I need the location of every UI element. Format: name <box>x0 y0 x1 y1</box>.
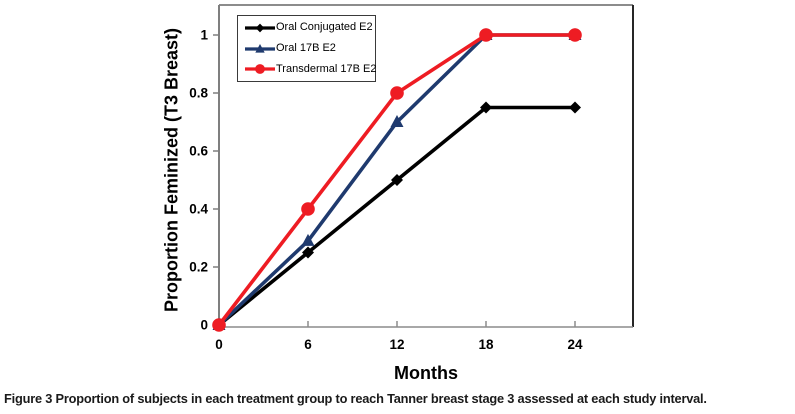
figure-caption: Figure 3 Proportion of subjects in each … <box>4 391 707 406</box>
legend-item-oral-17b-e2: Oral 17B E2 <box>245 40 375 58</box>
legend-item-transdermal-17b-e2: Transdermal 17B E2 <box>245 60 377 78</box>
legend: Oral Conjugated E2 Oral 17B E2 Transderm… <box>237 15 376 82</box>
x-axis-title: Months <box>394 363 458 383</box>
x-tick-label: 18 <box>478 337 494 352</box>
legend-sample-marker <box>255 43 265 53</box>
data-point-marker <box>391 174 403 186</box>
x-tick-label: 6 <box>304 337 312 352</box>
caption-label: Figure 3 <box>4 391 53 406</box>
data-point-marker <box>479 28 493 42</box>
data-point-marker <box>212 318 226 332</box>
y-tick-label: 0.8 <box>189 86 208 101</box>
y-tick-label: 0 <box>200 318 208 333</box>
data-point-marker <box>390 115 404 127</box>
legend-line-circle-icon <box>245 64 275 75</box>
data-point-marker <box>568 28 582 42</box>
legend-label: Oral Conjugated E2 <box>276 21 373 34</box>
legend-line-diamond-icon <box>245 23 275 33</box>
data-point-marker <box>569 101 581 114</box>
y-tick-label: 1 <box>200 28 208 43</box>
legend-line-triangle-icon <box>245 43 275 53</box>
data-point-marker <box>301 233 315 246</box>
caption-text: Proportion of subjects in each treatment… <box>55 391 707 406</box>
x-tick-label: 12 <box>389 337 404 352</box>
line-chart-plot: 0 6 12 18 24 0 0.2 0.4 0.6 0.8 1 <box>189 4 634 352</box>
legend-sample-marker <box>255 64 265 75</box>
data-point-marker <box>302 246 314 259</box>
x-tick-label: 0 <box>215 337 223 352</box>
y-tick-label: 0.6 <box>189 144 208 159</box>
data-point-marker <box>390 86 404 100</box>
legend-label: Transdermal 17B E2 <box>276 62 377 75</box>
legend-label: Oral 17B E2 <box>276 42 336 54</box>
legend-sample-marker <box>255 23 265 33</box>
data-point-marker <box>480 101 492 114</box>
data-point-marker <box>301 202 315 216</box>
legend-item-oral-conjugated-e2: Oral Conjugated E2 <box>245 19 375 37</box>
series-line <box>217 105 577 327</box>
y-axis-title: Proportion Feminized (T3 Breast) <box>161 27 182 313</box>
x-tick-label: 24 <box>567 337 583 352</box>
y-tick-label: 0.4 <box>189 202 208 217</box>
y-tick-label: 0.2 <box>189 260 208 275</box>
